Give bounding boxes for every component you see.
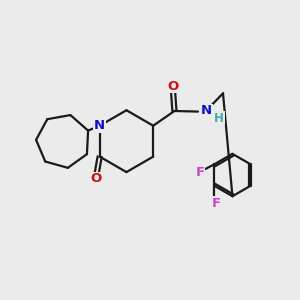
- Text: H: H: [214, 112, 224, 124]
- Text: N: N: [94, 119, 105, 132]
- Text: N: N: [201, 104, 212, 118]
- Text: O: O: [90, 172, 102, 185]
- Text: F: F: [196, 166, 205, 179]
- Text: F: F: [212, 197, 221, 210]
- Text: O: O: [167, 80, 178, 93]
